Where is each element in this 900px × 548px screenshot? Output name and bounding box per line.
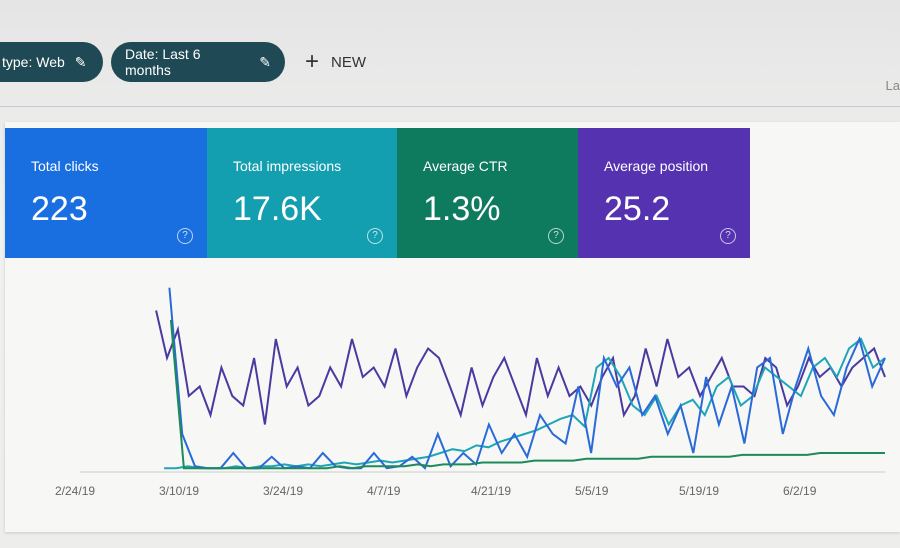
metric-card-clicks[interactable]: Total clicks 223 ? bbox=[5, 128, 207, 258]
help-icon[interactable]: ? bbox=[720, 228, 736, 244]
x-tick-label: 4/21/19 bbox=[471, 484, 512, 498]
chip-label: Date: Last 6 months bbox=[125, 46, 201, 78]
metric-label: Average position bbox=[604, 158, 709, 174]
metric-label: Total clicks bbox=[31, 158, 99, 174]
pencil-icon: ✎ bbox=[74, 53, 87, 70]
metric-label: Total impressions bbox=[233, 158, 342, 174]
metric-value: 1.3% bbox=[423, 190, 501, 228]
truncated-text: La bbox=[885, 78, 900, 93]
x-tick-label: 3/10/19 bbox=[159, 484, 200, 498]
metric-value: 25.2 bbox=[604, 190, 671, 228]
metric-card-impressions[interactable]: Total impressions 17.6K ? bbox=[207, 128, 397, 258]
x-tick-label: 2/24/19 bbox=[55, 484, 96, 498]
help-icon[interactable]: ? bbox=[177, 228, 193, 244]
metric-card-ctr[interactable]: Average CTR 1.3% ? bbox=[397, 128, 578, 258]
x-tick-label: 3/24/19 bbox=[263, 484, 304, 498]
metric-value: 17.6K bbox=[233, 190, 322, 228]
plus-icon: + bbox=[305, 48, 320, 75]
pencil-icon: ✎ bbox=[259, 53, 271, 70]
series-line-1 bbox=[164, 337, 886, 470]
new-label: NEW bbox=[331, 53, 367, 71]
x-tick-label: 5/5/19 bbox=[575, 484, 609, 498]
date-chip[interactable]: Date: Last 6 months ✎ bbox=[111, 42, 285, 82]
performance-chart bbox=[80, 287, 886, 473]
x-tick-label: 6/2/19 bbox=[783, 484, 817, 498]
metric-card-position[interactable]: Average position 25.2 ? bbox=[578, 128, 750, 258]
divider bbox=[0, 106, 900, 107]
metric-value: 223 bbox=[31, 190, 88, 228]
metric-label: Average CTR bbox=[423, 158, 508, 174]
chip-label: type: Web bbox=[2, 54, 65, 70]
help-icon[interactable]: ? bbox=[548, 228, 564, 244]
series-line-3 bbox=[169, 319, 885, 470]
help-icon[interactable]: ? bbox=[367, 228, 383, 244]
performance-panel: Total clicks 223 ? Total impressions 17.… bbox=[5, 122, 900, 532]
filter-bar: type: Web ✎ Date: Last 6 months ✎ + NEW … bbox=[0, 40, 900, 93]
x-tick-label: 5/19/19 bbox=[679, 484, 720, 498]
x-tick-label: 4/7/19 bbox=[367, 484, 401, 498]
search-type-chip[interactable]: type: Web ✎ bbox=[0, 42, 103, 82]
new-filter-button[interactable]: + NEW bbox=[305, 48, 367, 75]
series-line-0 bbox=[155, 310, 886, 425]
